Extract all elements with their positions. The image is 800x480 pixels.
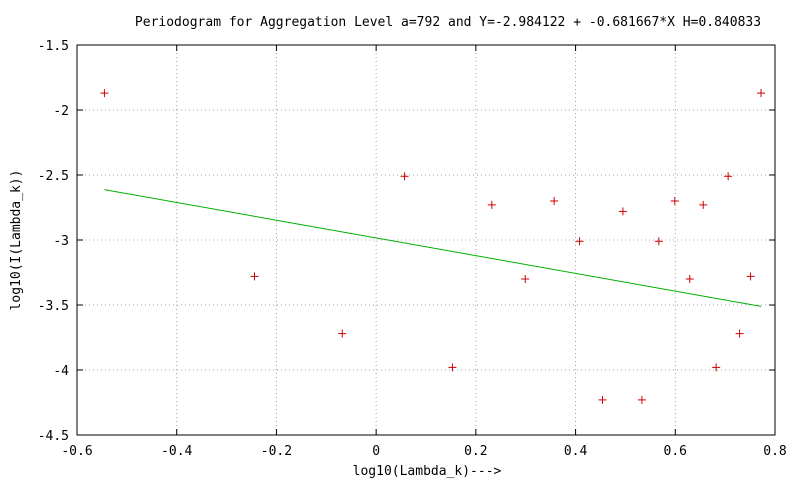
data-point (712, 363, 721, 372)
axis-ticks (76, 44, 776, 436)
y-tick-label: -3.5 (38, 299, 69, 314)
data-point (575, 237, 584, 246)
x-tick-label: 0.8 (763, 444, 786, 459)
y-tick-label: -4 (53, 364, 69, 379)
data-point (487, 200, 496, 209)
data-point (724, 172, 733, 181)
x-tick-label: -0.2 (261, 444, 292, 459)
data-point (550, 197, 559, 205)
data-point (670, 197, 679, 205)
fit-line-group (104, 189, 762, 307)
x-tick-label: -0.6 (61, 444, 92, 459)
y-tick-label: -1.5 (38, 39, 69, 54)
x-tick-label: 0.4 (564, 444, 588, 459)
data-point (637, 395, 646, 404)
data-point (685, 275, 694, 283)
data-point (521, 275, 530, 283)
x-axis-label: log10(Lambda_k)---> (353, 464, 502, 479)
grid-lines (77, 45, 775, 435)
data-point (618, 207, 627, 216)
x-tick-label: 0.2 (464, 444, 487, 459)
data-points (100, 89, 766, 404)
data-point (100, 89, 109, 98)
y-tick-label: -2.5 (38, 169, 69, 184)
y-tick-label: -3 (53, 234, 69, 249)
data-point (598, 395, 607, 404)
y-tick-labels: -1.5 -2 -2.5 -3 -3.5 -4 -4.5 (38, 39, 69, 444)
y-axis-label: log10(I(Lambda_k)) (9, 170, 24, 311)
data-point (250, 272, 259, 281)
y-tick-label: -4.5 (38, 429, 69, 444)
data-point (338, 329, 347, 338)
data-point (757, 89, 766, 98)
data-point (735, 329, 744, 338)
data-point (699, 200, 708, 209)
fit-line (104, 189, 762, 307)
x-tick-label: -0.4 (161, 444, 192, 459)
data-point (654, 237, 663, 246)
x-tick-label: 0.6 (664, 444, 687, 459)
x-tick-labels: -0.6 -0.4 -0.2 0 0.2 0.4 0.6 0.8 (61, 444, 786, 459)
data-point (448, 363, 457, 372)
data-point (746, 272, 755, 281)
y-tick-label: -2 (53, 104, 69, 119)
x-tick-label: 0 (372, 444, 380, 459)
chart-title: Periodogram for Aggregation Level a=792 … (135, 15, 761, 30)
data-point (400, 172, 409, 181)
